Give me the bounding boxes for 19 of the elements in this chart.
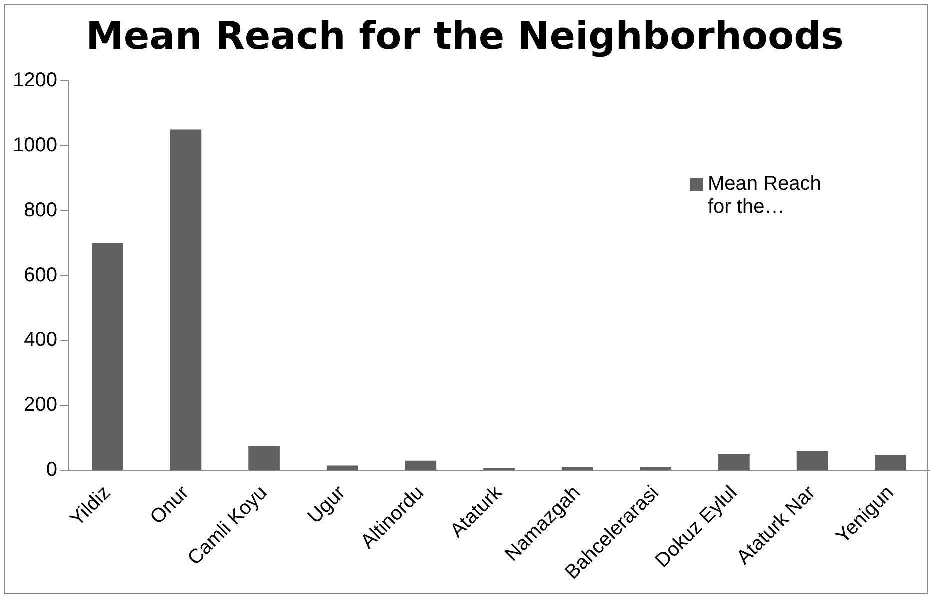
- y-tick-label: 800: [24, 199, 58, 222]
- y-tick-label: 200: [24, 394, 58, 416]
- y-tick-label: 400: [24, 329, 58, 352]
- y-tick-label: 600: [24, 264, 58, 286]
- y-tick-label: 0: [46, 459, 58, 482]
- bar: [875, 454, 907, 470]
- bar: [170, 130, 202, 470]
- bar: [405, 460, 437, 470]
- bar: [718, 454, 750, 470]
- bar: [92, 243, 124, 470]
- bar: [248, 446, 280, 470]
- bar: [562, 467, 594, 470]
- y-tick-label: 1000: [12, 134, 58, 156]
- bar: [640, 467, 672, 470]
- legend-label: Mean Reach for the…: [708, 173, 822, 219]
- bar: [326, 466, 358, 470]
- y-tick-label: 1200: [12, 70, 58, 92]
- bar: [796, 451, 828, 470]
- chart-title: Mean Reach for the Neighborhoods: [85, 14, 845, 58]
